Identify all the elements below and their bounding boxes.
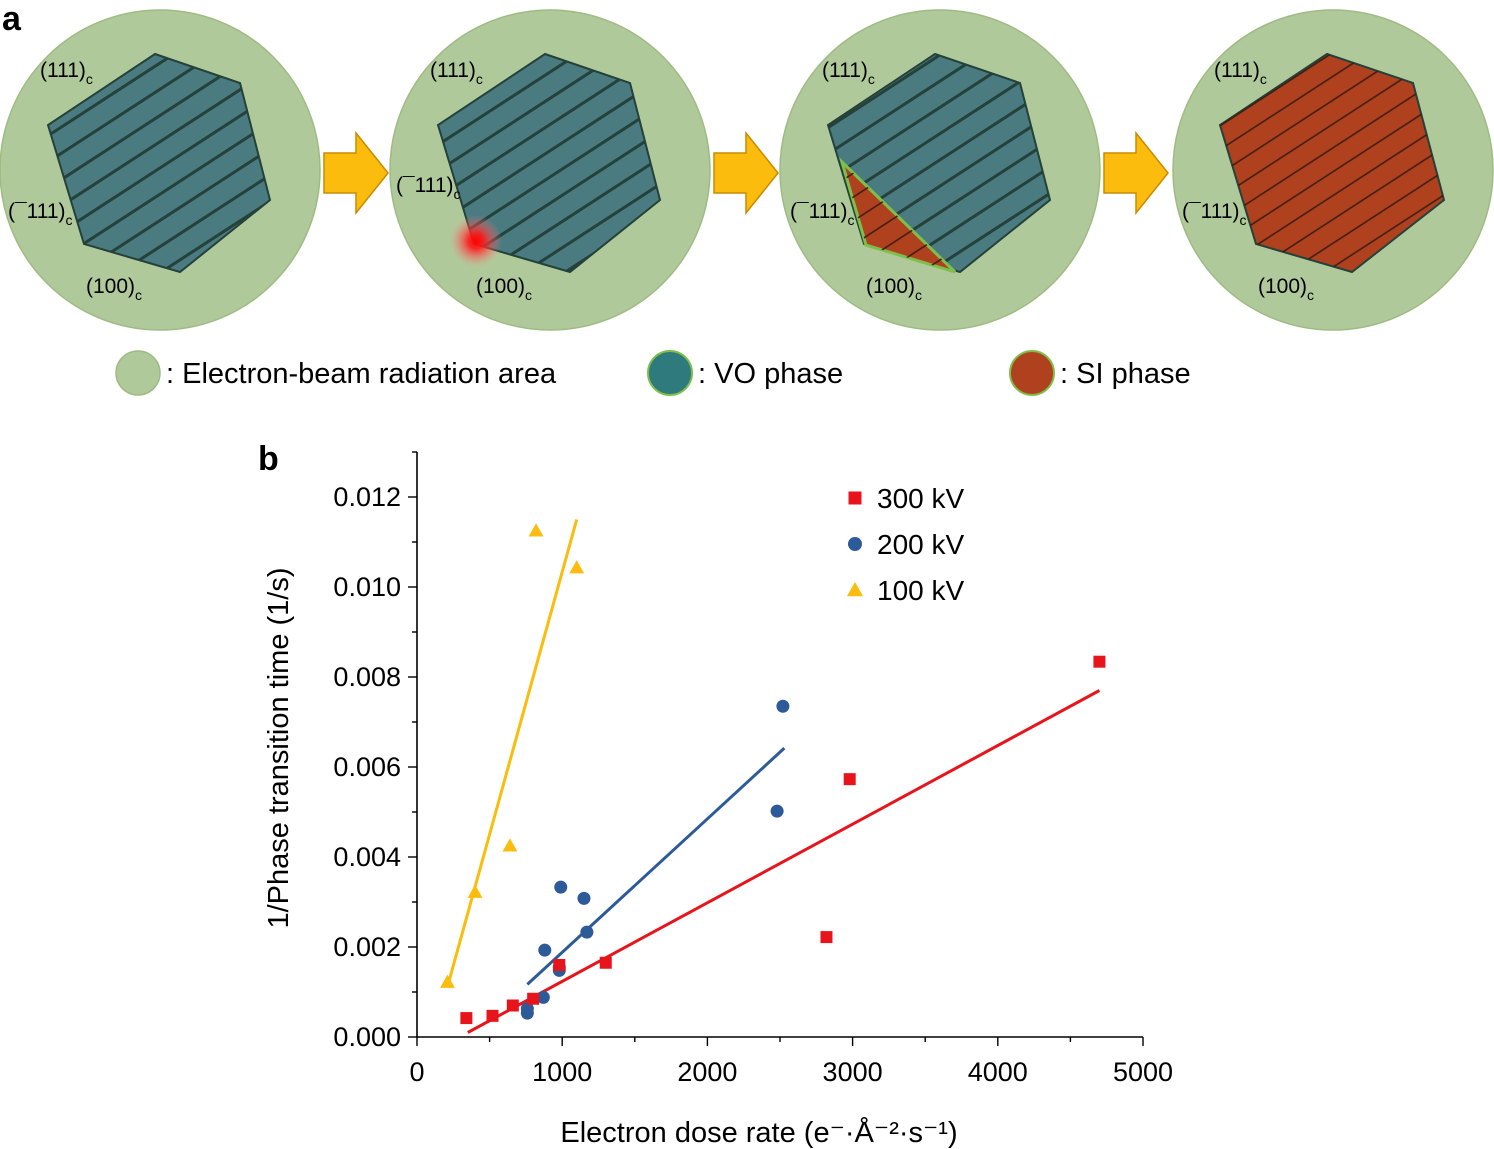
point-100-kv	[528, 523, 544, 537]
x-tick-label: 3000	[823, 1057, 883, 1087]
point-200-kv	[770, 804, 784, 818]
stage-4: (111)c (¯111)c (100)c	[1172, 9, 1494, 331]
arrow-1-icon	[323, 130, 389, 216]
legend-marker-300-kv	[848, 491, 862, 505]
fit-line-200-kv	[526, 746, 786, 986]
legend-beam-swatch	[115, 350, 161, 396]
point-300-kv	[599, 956, 612, 969]
fit-line-300-kv	[467, 689, 1101, 1034]
facet-111: (111)c	[40, 59, 93, 87]
point-200-kv	[536, 990, 550, 1004]
stage-1: (111)c (¯111)c (100)c	[0, 9, 321, 331]
legend-vo-text: : VO phase	[698, 358, 843, 390]
panel-b: b 0.000 0.002 0.004 0.006 0.008 0.010 0.012 0 10…	[258, 440, 1173, 1149]
facet-100: (100)c	[476, 275, 532, 303]
si-stripes	[1220, 54, 1444, 272]
facet-111: (111)c	[1214, 59, 1267, 87]
fit-line-100-kv	[446, 519, 579, 987]
vo-stripes	[48, 54, 270, 272]
scatter-chart: 0.000 0.002 0.004 0.006 0.008 0.010 0.012 0 1000…	[333, 451, 1173, 1087]
y-tick-label: 0.000	[333, 1022, 401, 1052]
facet-100: (100)c	[86, 275, 142, 303]
fit-lines	[446, 519, 1101, 1034]
y-axis-label: 1/Phase transition time (1/s)	[263, 567, 295, 928]
facet-100: (100)c	[866, 275, 922, 303]
point-200-kv	[580, 925, 594, 939]
point-300-kv	[1093, 655, 1106, 668]
facet-bar111: (¯111)c	[1182, 200, 1247, 228]
point-200-kv	[538, 943, 552, 957]
electron-beam-spot	[450, 215, 502, 267]
stage-3: (111)c (¯111)c (100)c	[779, 9, 1101, 331]
arrow-3-icon	[1103, 130, 1169, 216]
x-tick-label: 5000	[1113, 1057, 1173, 1087]
x-tick-label: 4000	[968, 1057, 1028, 1087]
x-tick-label: 1000	[532, 1057, 592, 1087]
legend-label-200-kv: 200 kV	[877, 529, 964, 560]
si-stripes	[842, 162, 955, 272]
facet-bar111: (¯111)c	[790, 200, 855, 228]
y-tick-label: 0.006	[333, 752, 401, 782]
y-tick-label: 0.010	[333, 572, 401, 602]
arrow-2-icon	[713, 130, 779, 216]
point-300-kv	[820, 931, 833, 944]
point-200-kv	[776, 699, 790, 713]
legend-beam-text: : Electron-beam radiation area	[166, 358, 557, 390]
vo-stripes	[438, 54, 660, 272]
point-300-kv	[486, 1009, 499, 1022]
data-points	[440, 523, 1106, 1025]
point-200-kv	[520, 1002, 534, 1016]
point-300-kv	[527, 992, 540, 1005]
point-200-kv	[577, 891, 591, 905]
legend-marker-200-kv	[848, 537, 862, 551]
y-tick-label: 0.012	[333, 482, 401, 512]
legend-marker-100-kv	[846, 581, 864, 597]
panel-a-label: a	[2, 0, 22, 38]
x-tick-label: 0	[409, 1057, 424, 1087]
panel-b-label: b	[258, 440, 279, 478]
y-tick-label: 0.008	[333, 662, 401, 692]
point-200-kv	[554, 880, 568, 894]
chart-legend: 300 kV 200 kV 100 kV	[846, 483, 964, 606]
axes: 0.000 0.002 0.004 0.006 0.008 0.010 0.012 0 1000…	[333, 451, 1173, 1087]
point-300-kv	[506, 999, 519, 1012]
y-tick-label: 0.002	[333, 932, 401, 962]
facet-bar111: (¯111)c	[8, 200, 73, 228]
legend-si-text: : SI phase	[1060, 358, 1191, 390]
point-300-kv	[843, 773, 856, 786]
point-100-kv	[569, 560, 585, 574]
legend-si-swatch	[1009, 350, 1055, 396]
y-tick-label: 0.004	[333, 842, 401, 872]
facet-100: (100)c	[1258, 275, 1314, 303]
legend-label-300-kv: 300 kV	[877, 483, 964, 514]
stage-2: (111)c (¯111)c (100)c	[389, 9, 711, 331]
legend-label-100-kv: 100 kV	[877, 575, 964, 606]
x-axis-label: Electron dose rate (e⁻·Å⁻²·s⁻¹)	[560, 1116, 957, 1149]
point-300-kv	[553, 959, 566, 971]
legend-vo-swatch	[647, 350, 693, 396]
point-300-kv	[460, 1012, 473, 1025]
facet-111: (111)c	[430, 59, 483, 87]
facet-111: (111)c	[822, 59, 875, 87]
panel-a-legend: : Electron-beam radiation area : VO phas…	[115, 350, 1191, 396]
facet-bar111: (¯111)c	[396, 174, 461, 202]
panel-a: a (111)c (¯111)c (100)c (111)c (¯111)c (…	[0, 0, 1494, 396]
point-100-kv	[502, 838, 518, 852]
point-100-kv	[467, 884, 483, 898]
point-100-kv	[440, 974, 455, 988]
x-tick-label: 2000	[677, 1057, 737, 1087]
